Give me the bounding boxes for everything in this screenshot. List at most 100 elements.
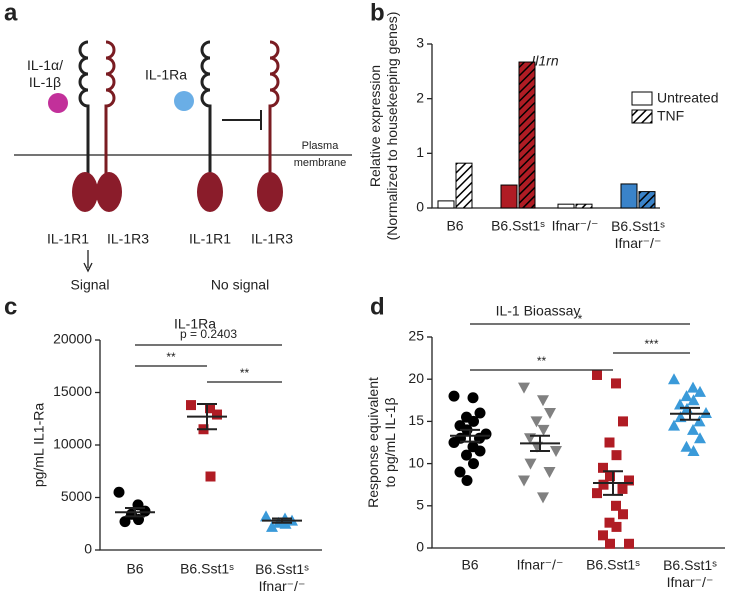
point — [537, 424, 550, 436]
y-tick-label: 5000 — [61, 488, 92, 504]
point — [687, 394, 700, 406]
legend-label: Untreated — [657, 90, 718, 106]
receptor-label: IL-1R1 — [189, 231, 231, 247]
point — [537, 395, 549, 407]
point — [668, 373, 680, 385]
point — [604, 437, 615, 448]
receptor-body — [257, 172, 283, 212]
x-tick-label: B6 — [446, 218, 463, 234]
panel-label: b — [370, 0, 385, 26]
point — [543, 467, 556, 479]
point — [461, 474, 473, 486]
point — [674, 398, 686, 410]
y-tick-label: 1 — [416, 144, 424, 160]
point — [119, 516, 131, 528]
point — [518, 382, 530, 394]
x-tick-label: Ifnar⁻/⁻ — [517, 557, 564, 573]
y-tick-label: 20000 — [53, 331, 92, 347]
receptor-label: IL-1R3 — [107, 231, 149, 247]
x-tick-label: B6 — [461, 557, 478, 573]
panel-label: c — [4, 293, 17, 320]
significance-label: * — [578, 312, 583, 326]
bar — [638, 191, 656, 209]
bar — [575, 203, 593, 209]
bar — [437, 200, 455, 209]
point — [618, 416, 628, 427]
significance-label: p = 0.2403 — [180, 327, 237, 341]
receptor-chain — [268, 40, 280, 180]
receptor-body — [197, 172, 223, 212]
point — [454, 466, 466, 478]
point — [604, 517, 615, 528]
chart: d IL-1 Bioassay Response equivalentto pg/m… — [365, 293, 725, 590]
point — [687, 381, 699, 393]
point — [694, 432, 706, 444]
point — [550, 445, 562, 457]
y-axis-label: Relative expression(Normalized to housek… — [367, 12, 400, 241]
error-bar — [197, 403, 217, 431]
chart: c IL-1Ra pg/mL IL1-Ra 0 5000 10000 15000 20000 B… — [4, 293, 322, 594]
y-tick-label: 3 — [416, 35, 424, 51]
y-axis-label: pg/mL IL1-Ra — [31, 403, 47, 488]
diagram: a IL-1α/IL-1β IL-1Ra Plasma membrane IL-1… — [4, 0, 352, 293]
point — [474, 407, 486, 419]
legend-label: TNF — [657, 108, 684, 124]
panel-label: d — [370, 293, 385, 320]
y-axis-label: Response equivalentto pg/mL IL-1β — [365, 377, 398, 508]
point — [461, 449, 472, 461]
error-bar — [460, 428, 480, 443]
point — [598, 530, 608, 541]
point — [518, 475, 530, 487]
point — [611, 378, 621, 389]
x-tick-label: B6.Sst1ˢ — [586, 557, 640, 573]
x-tick-label: B6.Sst1ˢ — [180, 561, 234, 577]
ligand — [48, 93, 68, 113]
point — [598, 462, 608, 473]
point — [205, 471, 216, 482]
point — [618, 509, 628, 520]
x-tick-label: B6.Sst1ˢ Ifnar⁻/⁻ — [255, 561, 309, 594]
x-tick-label: B6 — [126, 561, 143, 577]
error-bar — [125, 507, 145, 518]
receptor-body — [96, 172, 122, 212]
point — [474, 445, 486, 457]
receptor-chain — [200, 40, 212, 180]
y-tick-label: 5 — [416, 497, 424, 513]
legend-swatch — [631, 109, 653, 124]
x-tick-label: B6.Sst1ˢ Ifnar⁻/⁻ — [663, 557, 717, 590]
chart-title: IL-1Ra — [174, 316, 216, 332]
ligand-label: IL-1Ra — [145, 67, 187, 83]
point — [260, 510, 272, 522]
point — [468, 415, 479, 427]
receptor-chain — [104, 40, 116, 180]
receptor-body — [72, 172, 98, 212]
point — [624, 538, 634, 549]
chart-title: IL-1 Bioassay — [496, 303, 581, 319]
point — [605, 538, 615, 549]
bar — [518, 61, 536, 209]
y-tick-label: 10000 — [53, 436, 92, 452]
y-tick-label: 25 — [408, 328, 424, 344]
error-bar — [272, 517, 292, 524]
point — [544, 407, 556, 419]
point — [687, 444, 700, 456]
receptor-label: IL-1R3 — [251, 231, 293, 247]
point — [537, 492, 549, 504]
outcome-label: No signal — [211, 277, 269, 293]
bar — [455, 162, 473, 209]
point — [467, 392, 479, 404]
point — [687, 423, 699, 435]
error-bar — [603, 470, 623, 496]
point — [680, 390, 693, 402]
outcome-label: Signal — [71, 277, 110, 293]
point — [592, 488, 602, 499]
point — [611, 521, 622, 532]
point — [617, 483, 628, 494]
point — [113, 486, 125, 498]
y-tick-label: 0 — [416, 199, 424, 215]
x-tick-label: Ifnar⁻/⁻ — [552, 218, 599, 234]
y-tick-label: 0 — [416, 539, 424, 555]
point — [700, 406, 712, 418]
ligand — [174, 91, 194, 111]
point — [448, 390, 460, 402]
